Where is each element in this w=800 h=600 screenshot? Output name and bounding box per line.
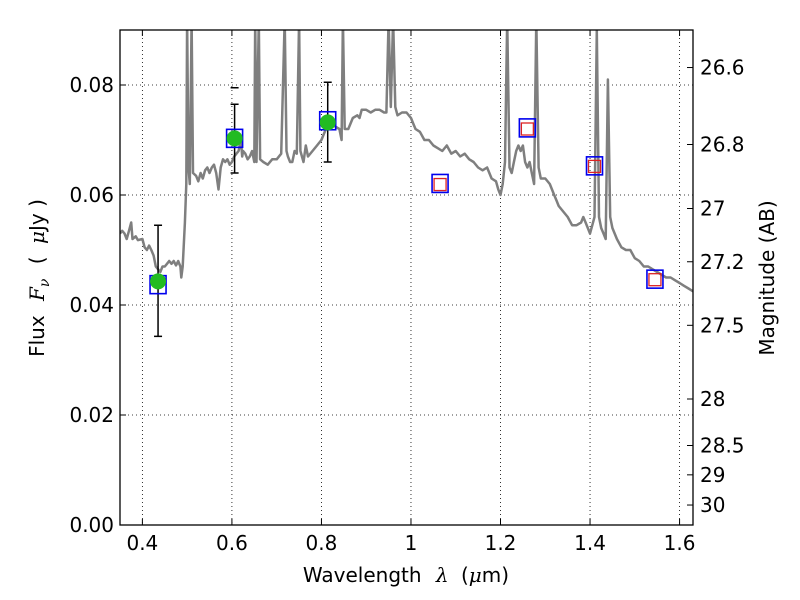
model-photometry-inner-square bbox=[520, 122, 535, 136]
observed-point bbox=[319, 114, 336, 131]
model-photometry-square bbox=[518, 118, 537, 138]
x-axis-label-word: Wavelength bbox=[303, 563, 422, 587]
x-tick-label: 0.6 bbox=[216, 531, 248, 555]
y2-tick-label: 26.6 bbox=[700, 56, 745, 80]
x-tick-label: 1.4 bbox=[574, 531, 606, 555]
model-photometry-inner-square bbox=[648, 273, 662, 287]
y2-axis-label: Magnitude (AB) bbox=[755, 200, 779, 355]
y2-tick-label: 27 bbox=[700, 197, 725, 221]
y-tick-label: 0.00 bbox=[69, 513, 114, 537]
x-tick-label: 0.8 bbox=[306, 531, 338, 555]
x-axis-label-unit-mu: μ bbox=[469, 563, 482, 587]
model-photometry-square bbox=[585, 156, 604, 176]
observed-point bbox=[150, 273, 167, 290]
y2-tick-label: 29 bbox=[700, 463, 725, 487]
y-tick-label: 0.06 bbox=[69, 183, 114, 207]
y-axis-label-word: Flux bbox=[25, 315, 49, 357]
y-axis-label-unit-rest: Jy ) bbox=[25, 199, 49, 233]
model-photometry-square bbox=[431, 173, 449, 194]
y2-tick-label: 26.8 bbox=[700, 132, 745, 156]
y-axis-label-unit-mu: μ bbox=[25, 231, 49, 244]
data-marks bbox=[149, 81, 664, 338]
y-tick-label: 0.04 bbox=[69, 293, 114, 317]
x-axis-label: Wavelength λ (μm) bbox=[303, 563, 509, 587]
y2-tick-label: 28 bbox=[700, 387, 725, 411]
x-axis-label-symbol: λ bbox=[435, 563, 449, 587]
x-tick-label: 0.4 bbox=[126, 531, 158, 555]
x-tick-label: 1 bbox=[405, 531, 418, 555]
y2-tick-label: 30 bbox=[700, 493, 725, 517]
x-axis-label-unit-open: ( bbox=[461, 563, 469, 587]
y-tick-label: 0.08 bbox=[69, 73, 114, 97]
x-tick-label: 1.2 bbox=[485, 531, 517, 555]
y-axis-label: Flux Fν ( μJy ) bbox=[25, 199, 54, 357]
y2-tick-label: 28.5 bbox=[700, 434, 745, 458]
sed-model-curve bbox=[120, 30, 693, 293]
axis-ticks: 0.4 0.6 0.8 1 1.2 1.4 1.6 0.00 0.02 0.04 0.06 0.08 2… bbox=[69, 30, 745, 555]
observed-point bbox=[226, 130, 243, 147]
y-axis-label-symbol: F bbox=[25, 286, 49, 302]
y2-tick-label: 27.2 bbox=[700, 250, 745, 274]
model-photometry-inner-square bbox=[587, 159, 602, 174]
y-tick-label: 0.02 bbox=[69, 403, 114, 427]
grid-lines bbox=[120, 30, 693, 526]
model-photometry-inner-square bbox=[433, 177, 447, 192]
y-axis-label-sub: ν bbox=[37, 278, 53, 287]
x-axis-label-unit-rest: m) bbox=[482, 563, 509, 587]
y2-tick-label: 27.5 bbox=[700, 313, 745, 337]
y-axis-label-unit-open: ( bbox=[25, 256, 49, 264]
plot-frame bbox=[119, 29, 694, 526]
model-photometry-square bbox=[646, 269, 664, 289]
x-tick-label: 1.6 bbox=[664, 531, 696, 555]
